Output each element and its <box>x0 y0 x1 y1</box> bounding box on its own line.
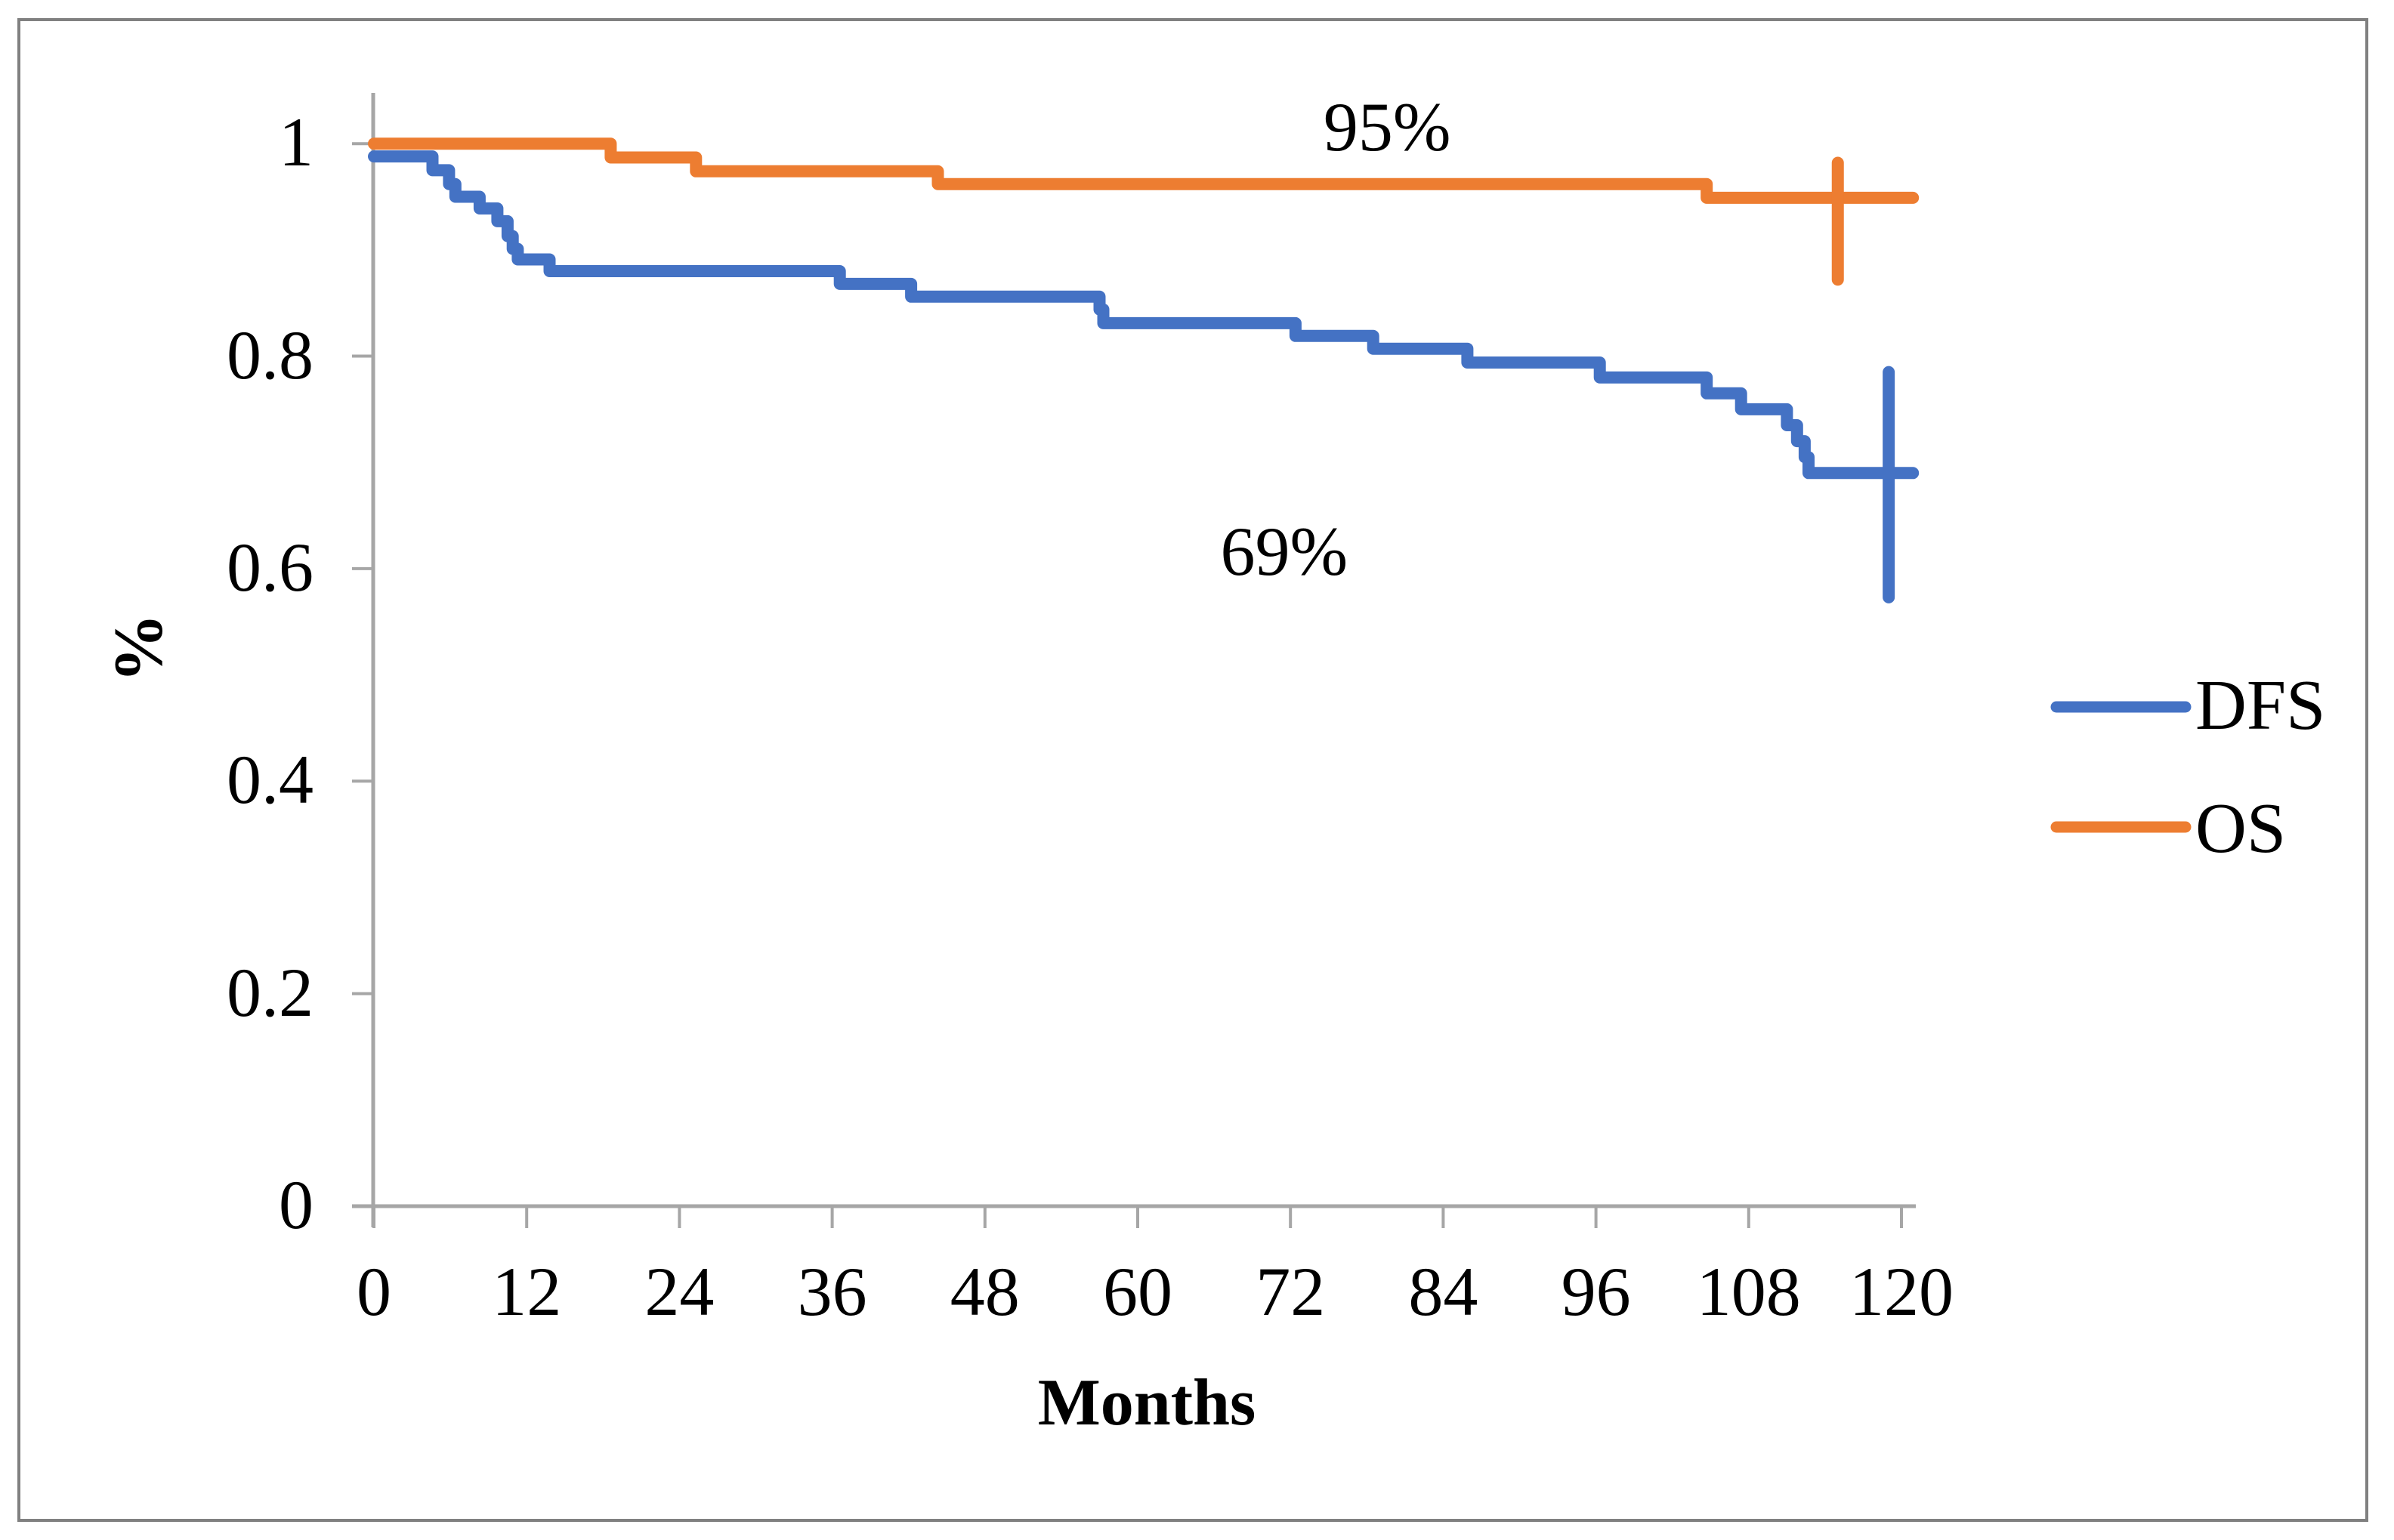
os-curve <box>368 137 1920 204</box>
x-tick-label: 60 <box>1103 1253 1172 1330</box>
y-tick-label: 0.6 <box>227 529 314 606</box>
x-tick-label: 36 <box>797 1253 867 1330</box>
dfs-curve <box>368 150 1920 480</box>
y-tick-label: 1 <box>279 103 314 181</box>
x-tick-label: 96 <box>1561 1253 1631 1330</box>
annotation-os-percent: 95% <box>1323 88 1451 165</box>
x-axis-title: Months <box>1037 1366 1256 1440</box>
x-tick-label: 72 <box>1256 1253 1326 1330</box>
x-tick-label: 84 <box>1408 1253 1478 1330</box>
legend-label-os: OS <box>2195 789 2287 868</box>
y-tick-label: 0.8 <box>227 316 314 393</box>
x-tick-label: 48 <box>950 1253 1020 1330</box>
x-tick-label: 24 <box>644 1253 715 1330</box>
legend-label-dfs: DFS <box>2195 666 2326 745</box>
y-tick-label: 0 <box>279 1166 314 1244</box>
x-tick-label: 12 <box>492 1253 562 1330</box>
y-axis-title: % <box>100 613 177 683</box>
x-tick-label: 108 <box>1696 1253 1801 1330</box>
y-tick-label: 0.4 <box>227 741 314 819</box>
annotation-dfs-percent: 69% <box>1220 513 1348 591</box>
figure-frame <box>17 18 2368 1522</box>
x-tick-label: 0 <box>357 1253 391 1330</box>
y-tick-label: 0.2 <box>227 953 314 1031</box>
x-tick-label: 120 <box>1849 1253 1954 1330</box>
